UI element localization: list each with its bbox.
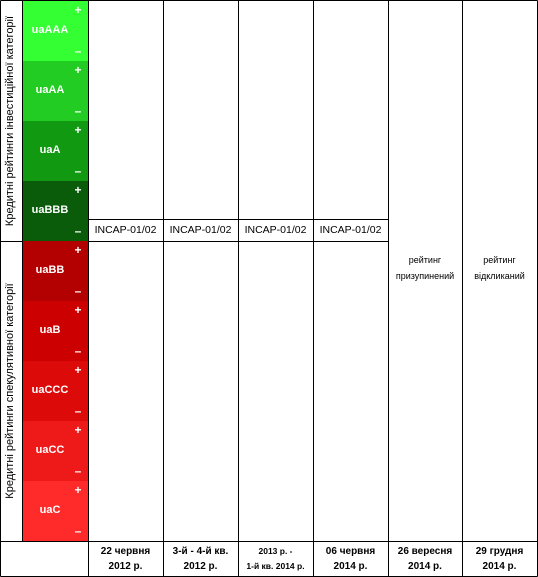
- date-1-line-0: 3-й - 4-й кв.: [172, 546, 229, 557]
- plus-sign-uaAAA: +: [74, 3, 82, 17]
- rating-band-uaBBB: [22, 181, 88, 241]
- date-2-line-1: 1-й кв. 2014 р.: [246, 561, 305, 571]
- rating-label-uaBB: uaBB: [35, 264, 65, 276]
- rating-entry-2: INCAP-01/02: [244, 224, 307, 236]
- rating-band-uaAAA: [22, 1, 88, 61]
- plus-sign-uaCC: +: [74, 423, 82, 437]
- category-label-0: Кредитні рейтинги інвестиційної категорі…: [4, 15, 16, 227]
- minus-sign-uaCC: –: [74, 464, 82, 478]
- rating-band-uaB: [22, 301, 88, 361]
- plus-sign-uaA: +: [74, 123, 82, 137]
- rating-label-uaBBB: uaBBB: [31, 204, 69, 216]
- plus-sign-uaC: +: [74, 483, 82, 497]
- date-2-line-0: 2013 р. -: [258, 546, 293, 556]
- status-entry-5-line-0: рейтинг: [483, 255, 516, 265]
- date-1-line-1: 2012 р.: [183, 561, 218, 572]
- rating-label-uaAA: uaAA: [35, 84, 65, 96]
- plus-sign-uaCCC: +: [74, 363, 82, 377]
- minus-sign-uaCCC: –: [74, 404, 82, 418]
- status-entry-4-line-0: рейтинг: [408, 255, 442, 265]
- rating-band-uaA: [22, 121, 88, 181]
- rating-band-uaCC: [22, 421, 88, 481]
- plus-sign-uaBB: +: [74, 243, 82, 257]
- minus-sign-uaA: –: [74, 164, 82, 178]
- date-4-line-1: 2014 р.: [408, 561, 442, 572]
- minus-sign-uaAA: –: [74, 104, 82, 118]
- minus-sign-uaBB: –: [74, 284, 82, 298]
- plus-sign-uaAA: +: [74, 63, 82, 77]
- rating-entry-0: INCAP-01/02: [94, 224, 157, 236]
- rating-entry-1: INCAP-01/02: [169, 224, 232, 236]
- date-5-line-1: 2014 р.: [482, 561, 517, 572]
- minus-sign-uaB: –: [74, 344, 82, 358]
- status-entry-4-line-1: призупинений: [395, 271, 455, 281]
- rating-label-uaAAA: uaAAA: [31, 24, 69, 36]
- rating-label-uaA: uaA: [39, 144, 61, 156]
- date-3-line-0: 06 червня: [325, 546, 376, 557]
- status-entry-5-line-1: відкликаний: [474, 271, 525, 281]
- rating-label-uaCCC: uaCCC: [31, 384, 69, 396]
- rating-label-uaC: uaC: [39, 504, 61, 516]
- date-3-line-1: 2014 р.: [333, 561, 368, 572]
- date-4-line-0: 26 вересня: [397, 546, 453, 557]
- rating-entry-3: INCAP-01/02: [319, 224, 382, 236]
- rating-band-uaCCC: [22, 361, 88, 421]
- rating-band-uaC: [22, 481, 88, 541]
- rating-label-uaB: uaB: [39, 324, 61, 336]
- rating-label-uaCC: uaCC: [35, 444, 65, 456]
- category-label-1: Кредитні рейтинги спекулятивної категорі…: [4, 283, 16, 499]
- rating-band-uaBB: [22, 241, 88, 301]
- minus-sign-uaC: –: [74, 524, 82, 538]
- plus-sign-uaB: +: [74, 303, 82, 317]
- rating-band-uaAA: [22, 61, 88, 121]
- date-0-line-0: 22 червня: [100, 546, 151, 557]
- plus-sign-uaBBB: +: [74, 183, 82, 197]
- minus-sign-uaBBB: –: [74, 224, 82, 238]
- minus-sign-uaAAA: –: [74, 44, 82, 58]
- date-5-line-0: 29 грудня: [475, 546, 524, 557]
- date-0-line-1: 2012 р.: [108, 561, 143, 572]
